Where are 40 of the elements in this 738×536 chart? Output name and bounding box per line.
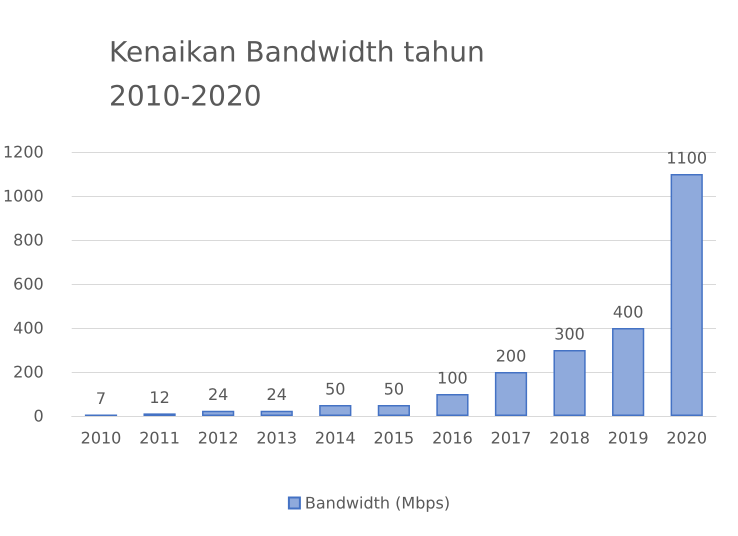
bar: [202, 410, 234, 416]
bar: [260, 410, 293, 416]
data-label: 7: [96, 388, 106, 408]
x-tick-label: 2010: [80, 428, 122, 448]
x-tick-label: 2017: [490, 428, 532, 448]
x-tick-label: 2019: [608, 428, 649, 448]
y-tick-label: 1000: [3, 186, 44, 206]
y-tick-label: 400: [13, 318, 44, 338]
data-label: 50: [325, 380, 346, 398]
data-label: 100: [437, 368, 468, 388]
data-label: 200: [496, 346, 526, 366]
chart-title: Kenaikan Bandwidth tahun 2010-2020: [109, 36, 494, 112]
bar: [436, 394, 469, 416]
legend-label: Bandwidth (Mbps): [304, 494, 450, 512]
data-label: 300: [554, 324, 585, 344]
x-tick-label: 2015: [374, 428, 414, 448]
x-tick-label: 2014: [314, 428, 356, 448]
x-tick-label: 2013: [256, 428, 298, 448]
y-tick-label: 200: [13, 362, 44, 382]
x-tick-label: 2012: [198, 428, 239, 448]
data-label: 12: [149, 388, 170, 407]
bar: [553, 350, 586, 416]
data-label: 400: [612, 302, 644, 322]
bar: [378, 405, 410, 416]
data-label: 50: [384, 380, 404, 398]
data-label: 1100: [666, 148, 708, 168]
data-label: 24: [266, 385, 287, 404]
y-tick-label: 0: [34, 406, 44, 426]
y-tick-label: 800: [13, 230, 44, 250]
data-label: 24: [208, 385, 228, 404]
x-tick-label: 2020: [666, 428, 708, 448]
x-tick-label: 2018: [549, 428, 590, 448]
bar: [319, 405, 352, 416]
bar: [494, 372, 528, 416]
y-tick-label: 600: [13, 274, 44, 294]
y-tick-label: 1200: [3, 142, 44, 162]
x-tick-label: 2011: [139, 428, 180, 448]
x-tick-label: 2016: [432, 428, 473, 448]
bar: [670, 174, 703, 416]
bar: [612, 328, 644, 416]
